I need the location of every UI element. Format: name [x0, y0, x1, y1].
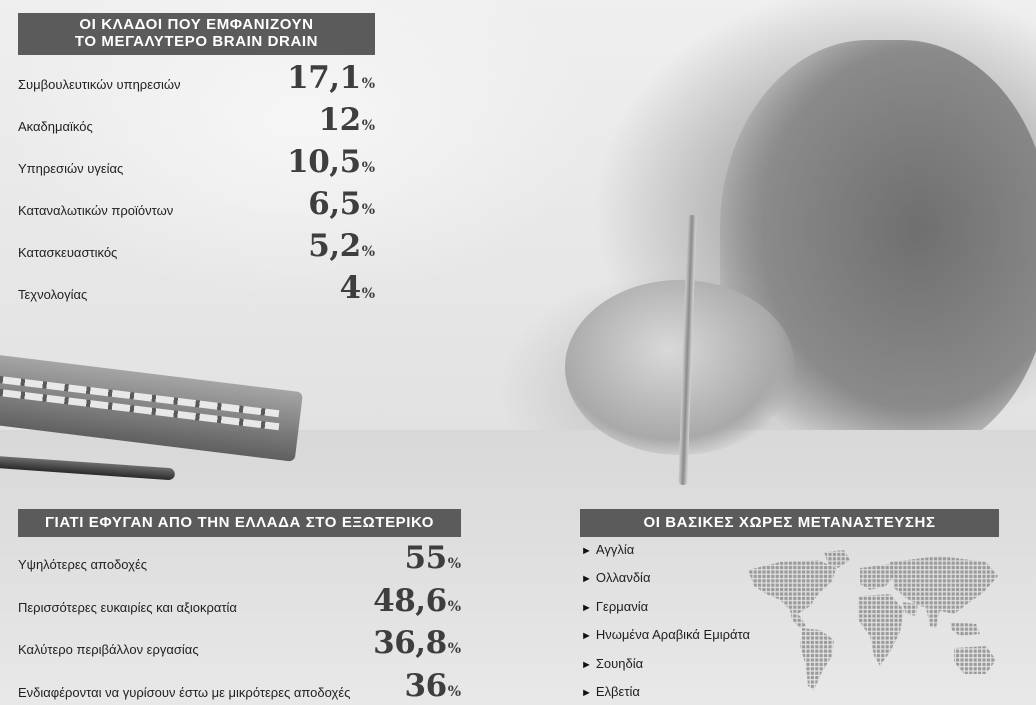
sector-label: Καταναλωτικών προϊόντων [18, 203, 174, 218]
reason-value: 36% [405, 668, 461, 704]
sector-row: Κατασκευαστικός 5,2% [18, 228, 375, 264]
value-number: 36 [404, 668, 448, 704]
value-number: 5,2 [308, 228, 361, 264]
sector-label: Κατασκευαστικός [18, 245, 118, 260]
country-name: Γερμανία [595, 599, 649, 614]
country-name: Ολλανδία [595, 570, 651, 585]
value-number: 55 [404, 540, 448, 576]
sectors-title-line2: ΤΟ ΜΕΓΑΛΥΤΕΡΟ BRAIN DRAIN [74, 33, 319, 50]
value-unit: % [361, 118, 375, 134]
reason-row: Υψηλότερες αποδοχές 55% [18, 540, 461, 576]
value-number: 6,5 [308, 186, 361, 222]
sector-row: Τεχνολογίας 4% [18, 270, 375, 306]
triangle-bullet-icon: ► [581, 545, 592, 557]
country-item: ► Γερμανία [581, 599, 648, 614]
sectors-header: ΟΙ ΚΛΑΔΟΙ ΠΟΥ ΕΜΦΑΝΙΖΟΥΝ ΤΟ ΜΕΓΑΛΥΤΕΡΟ B… [18, 13, 375, 55]
value-unit: % [447, 641, 461, 657]
value-unit: % [447, 599, 461, 615]
country-item: ► Αγγλία [581, 542, 634, 557]
sector-label: Υπηρεσιών υγείας [18, 161, 124, 176]
value-number: 17,1 [287, 60, 361, 96]
triangle-bullet-icon: ► [581, 687, 592, 699]
triangle-bullet-icon: ► [581, 659, 592, 671]
country-name: Ελβετία [595, 684, 640, 699]
sector-label: Ακαδημαϊκός [18, 119, 93, 134]
country-item: ► Σουηδία [581, 656, 643, 671]
reason-row: Ενδιαφέρονται να γυρίσουν έστω με μικρότ… [18, 668, 461, 704]
reason-label: Ενδιαφέρονται να γυρίσουν έστω με μικρότ… [18, 685, 351, 700]
reason-row: Καλύτερο περιβάλλον εργασίας 36,8% [18, 625, 461, 661]
value-number: 36,8 [373, 625, 447, 661]
country-item: ► Ολλανδία [581, 570, 650, 585]
sector-label: Τεχνολογίας [18, 287, 88, 302]
sector-row: Συμβουλευτικών υπηρεσιών 17,1% [18, 60, 375, 96]
reason-value: 36,8% [373, 625, 461, 661]
value-unit: % [361, 286, 375, 302]
value-number: 12 [318, 102, 362, 138]
sector-row: Καταναλωτικών προϊόντων 6,5% [18, 186, 375, 222]
reason-value: 55% [405, 540, 461, 576]
sector-value: 4% [340, 270, 375, 306]
value-unit: % [447, 684, 461, 700]
country-item: ► Ηνωμένα Αραβικά Εμιράτα [581, 627, 750, 642]
sector-label: Συμβουλευτικών υπηρεσιών [18, 77, 181, 92]
value-number: 10,5 [287, 144, 361, 180]
value-unit: % [361, 76, 375, 92]
value-unit: % [361, 244, 375, 260]
sector-value: 6,5% [308, 186, 375, 222]
reason-label: Καλύτερο περιβάλλον εργασίας [18, 642, 199, 657]
reason-label: Υψηλότερες αποδοχές [18, 557, 148, 572]
sector-row: Υπηρεσιών υγείας 10,5% [18, 144, 375, 180]
value-unit: % [361, 202, 375, 218]
country-name: Ηνωμένα Αραβικά Εμιράτα [595, 627, 750, 642]
value-number: 48,6 [373, 583, 447, 619]
triangle-bullet-icon: ► [581, 602, 592, 614]
sector-value: 12% [319, 102, 375, 138]
country-item: ► Ελβετία [581, 684, 640, 699]
countries-header: ΟΙ ΒΑΣΙΚΕΣ ΧΩΡΕΣ ΜΕΤΑΝΑΣΤΕΥΣΗΣ [580, 509, 999, 537]
value-unit: % [361, 160, 375, 176]
value-number: 4 [339, 270, 362, 306]
value-unit: % [447, 556, 461, 572]
triangle-bullet-icon: ► [581, 630, 592, 642]
sector-value: 10,5% [287, 144, 375, 180]
reasons-header: ΓΙΑΤΙ ΕΦΥΓΑΝ ΑΠΟ ΤΗΝ ΕΛΛΑΔΑ ΣΤΟ ΕΞΩΤΕΡΙΚ… [18, 509, 461, 537]
reason-row: Περισσότερες ευκαιρίες και αξιοκρατία 48… [18, 583, 461, 619]
reason-label: Περισσότερες ευκαιρίες και αξιοκρατία [18, 600, 237, 615]
reason-value: 48,6% [373, 583, 461, 619]
sector-row: Ακαδημαϊκός 12% [18, 102, 375, 138]
sectors-title-line1: ΟΙ ΚΛΑΔΟΙ ΠΟΥ ΕΜΦΑΝΙΖΟΥΝ [79, 16, 314, 33]
sector-value: 5,2% [308, 228, 375, 264]
country-name: Σουηδία [595, 656, 644, 671]
world-map-dotted-icon [748, 550, 998, 690]
country-name: Αγγλία [595, 542, 635, 557]
sector-value: 17,1% [287, 60, 375, 96]
triangle-bullet-icon: ► [581, 573, 592, 585]
